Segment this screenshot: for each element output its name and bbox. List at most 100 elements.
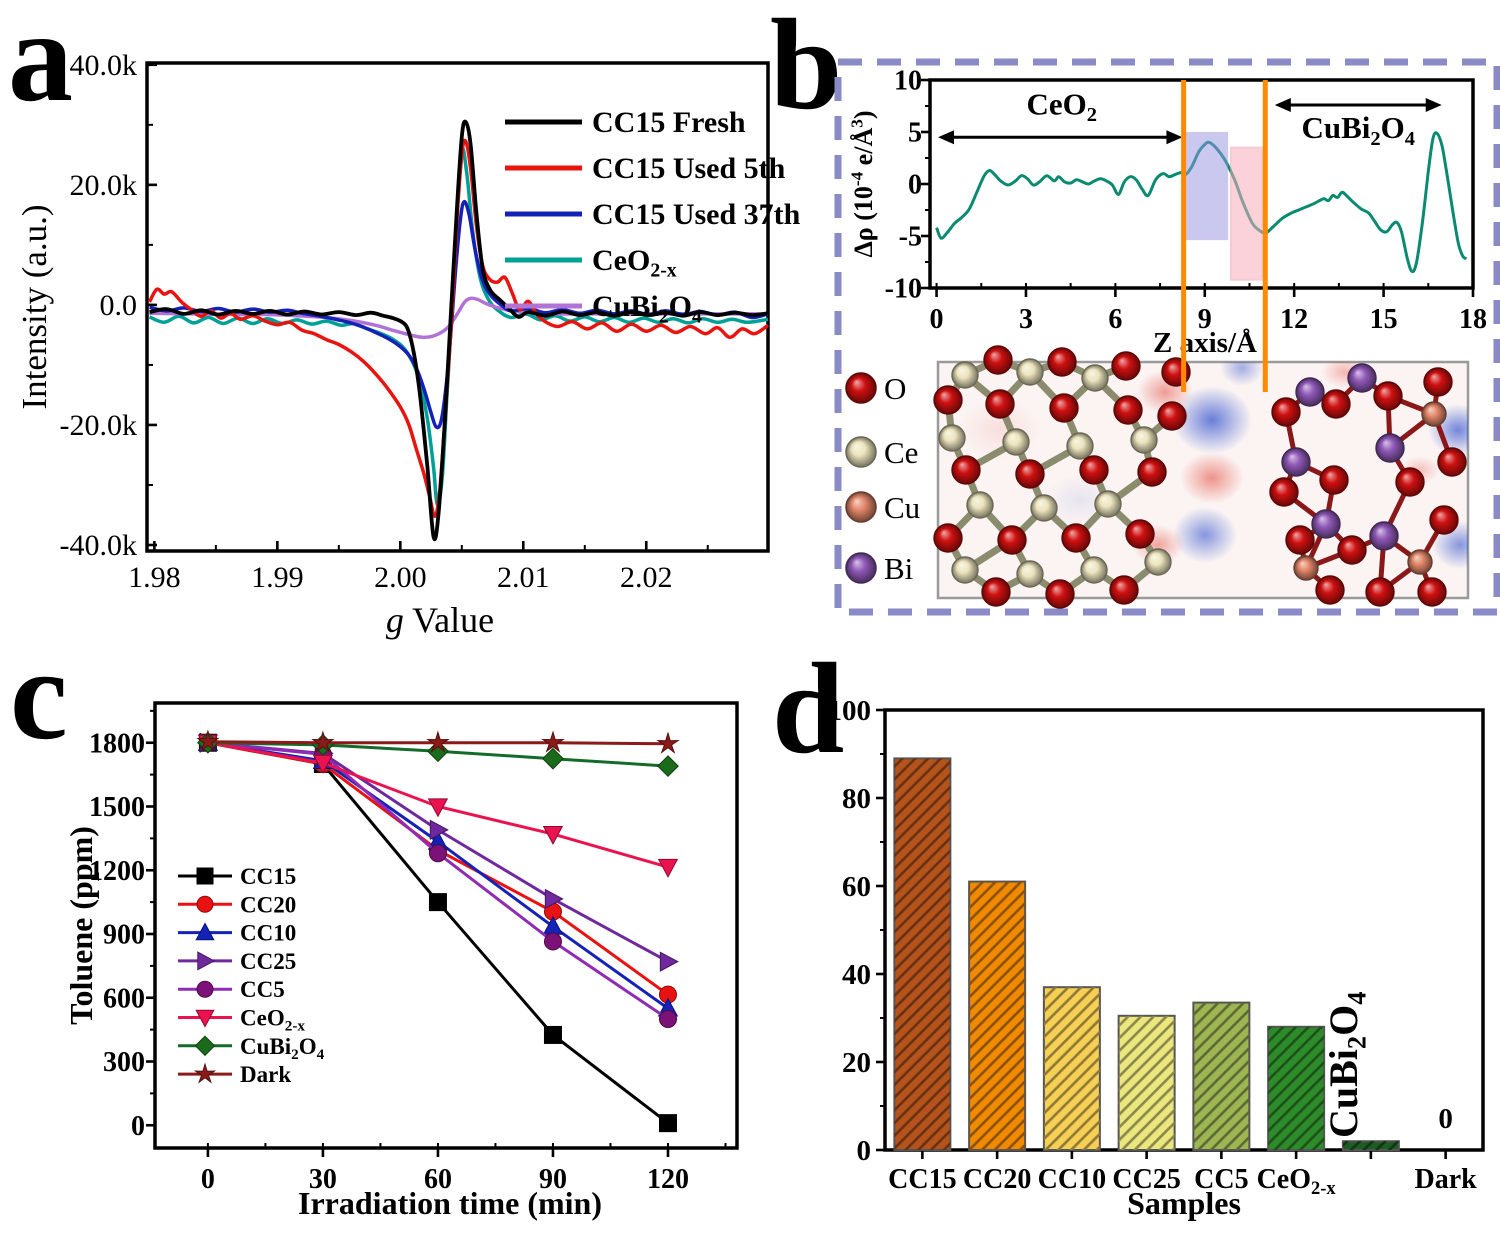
x-axis-title: Samples bbox=[1127, 1185, 1241, 1221]
legend-atom-bi-icon bbox=[845, 552, 877, 584]
atom-bi bbox=[1281, 447, 1311, 477]
shaded-region-0 bbox=[1185, 132, 1229, 241]
x-tick-label: 3 bbox=[1019, 304, 1033, 335]
y-axis-title: Toluene (ppm) bbox=[63, 826, 99, 1025]
x-tick-label: 2.01 bbox=[497, 561, 550, 594]
marker-dark bbox=[656, 731, 680, 754]
x-tick-label: 18 bbox=[1459, 304, 1487, 335]
marker-cc10 bbox=[542, 915, 564, 935]
legend-atom-label-cu: Cu bbox=[884, 490, 920, 525]
x-tick-label: 15 bbox=[1370, 304, 1398, 335]
atom-bi bbox=[1311, 509, 1341, 539]
atom-o bbox=[1395, 467, 1425, 497]
panel-c-degradation-curves: 0 30 60 90 1200300600900120015001800Irradiat… bbox=[63, 701, 739, 1221]
x-tick-label-cc10: CC10 bbox=[1038, 1164, 1106, 1195]
atom-o bbox=[1373, 381, 1403, 411]
atom-ce bbox=[1094, 490, 1122, 518]
y-tick-label: 0.0 bbox=[100, 289, 138, 322]
x-tick-label: 1.99 bbox=[251, 561, 304, 594]
legend-atom-label-ce: Ce bbox=[884, 435, 918, 470]
legend: CC15 Fresh CC15 Used 5th CC15 Used 37th CeO… bbox=[505, 106, 801, 328]
legend-label-cc20: CC20 bbox=[240, 892, 296, 917]
y-tick-label: 40.0k bbox=[70, 49, 138, 82]
density-blob-blue bbox=[1172, 386, 1252, 454]
x-tick-label: 2.02 bbox=[620, 561, 673, 594]
x-tick-label-dark: Dark bbox=[1415, 1164, 1478, 1195]
x-tick-label-ceo-2-x: CeO2-x bbox=[1257, 1164, 1337, 1199]
x-tick-label: 9 bbox=[1198, 304, 1212, 335]
legend-label-cc5: CC5 bbox=[240, 977, 285, 1002]
atom-ce bbox=[1144, 548, 1172, 576]
x-tick-label: 0 bbox=[930, 304, 944, 335]
marker-dark bbox=[426, 730, 450, 753]
region-label-0: CeO2 bbox=[1026, 86, 1097, 126]
marker-cubi-2-o-4 bbox=[542, 747, 564, 770]
atom-ce bbox=[1002, 428, 1030, 456]
x-tick-label: 6 bbox=[1108, 304, 1122, 335]
atom-ce bbox=[938, 424, 966, 452]
atom-ce bbox=[1130, 426, 1158, 454]
marker-dark bbox=[196, 729, 220, 752]
atom-o bbox=[985, 389, 1015, 419]
atom-o bbox=[983, 345, 1013, 375]
marker-cc25 bbox=[544, 888, 564, 910]
y-tick-label: 1800 bbox=[89, 728, 145, 759]
atom-ce bbox=[951, 556, 979, 584]
atom-o bbox=[1423, 367, 1453, 397]
x-tick-label: 12 bbox=[1280, 304, 1308, 335]
atom-bi bbox=[1375, 433, 1405, 463]
density-blob-red bbox=[1180, 452, 1244, 504]
legend-label-cc15-used-37th: CC15 Used 37th bbox=[592, 198, 801, 231]
atom-o bbox=[1417, 577, 1447, 607]
atom-o bbox=[1113, 395, 1143, 425]
legend-label-dark: Dark bbox=[240, 1062, 291, 1087]
density-blob-blue bbox=[1173, 507, 1237, 563]
y-axis-title: Intensity (a.u.) bbox=[15, 204, 54, 409]
marker-cubi-2-o-4 bbox=[657, 755, 679, 778]
arrow-head-right-icon bbox=[1166, 130, 1183, 145]
bar-hatch-cc15 bbox=[894, 758, 951, 1150]
atom-ce bbox=[1081, 364, 1109, 392]
atom-o bbox=[951, 455, 981, 485]
atom-ce bbox=[1016, 358, 1044, 386]
legend-label-ceo-2-x: CeO2-x bbox=[240, 1006, 305, 1035]
marker-cc5 bbox=[658, 1010, 677, 1029]
atom-o bbox=[1315, 575, 1345, 605]
density-blob-blue bbox=[1220, 362, 1264, 386]
legend-label-cc15-fresh: CC15 Fresh bbox=[592, 106, 746, 139]
atom-o bbox=[1137, 457, 1167, 487]
bar-hatch-ceo-2-x bbox=[1268, 1026, 1325, 1150]
x-tick-label-cc15: CC15 bbox=[888, 1164, 956, 1195]
x-tick-label: 2.00 bbox=[374, 561, 427, 594]
region-label-1: CuBi2O4 bbox=[1301, 110, 1415, 150]
range-arrow-0 bbox=[938, 130, 1183, 145]
y-tick-label: 10 bbox=[894, 66, 922, 97]
x-tick-label: 1.98 bbox=[128, 561, 181, 594]
axes-frame bbox=[145, 61, 770, 553]
atom-bi bbox=[1347, 363, 1377, 393]
y-tick-label: 0 bbox=[857, 1135, 872, 1167]
panel-letter-a: a bbox=[8, 0, 73, 129]
legend-label-cubi-2-o-4: CuBi2O4 bbox=[592, 290, 702, 328]
atom-cu bbox=[1293, 555, 1319, 581]
legend-label-cc25: CC25 bbox=[240, 949, 296, 974]
atom-ce bbox=[951, 361, 979, 389]
legend-marker-ceo-2-x bbox=[195, 1009, 215, 1028]
x-tick-label: 30 bbox=[309, 1164, 337, 1195]
y-tick-label: 0 bbox=[908, 170, 922, 201]
y-tick-label: 60 bbox=[842, 871, 871, 903]
shaded-region-1 bbox=[1230, 146, 1263, 281]
y-tick-label: 100 bbox=[828, 695, 872, 727]
atom-o bbox=[1437, 447, 1467, 477]
y-tick-label: 600 bbox=[103, 983, 145, 1014]
x-axis-title: Z axis/Å bbox=[1153, 327, 1257, 359]
atom-o bbox=[1109, 575, 1139, 605]
atom-ce bbox=[1080, 556, 1108, 584]
bar-hatch-cc10 bbox=[1043, 987, 1100, 1150]
y-tick-label: 5 bbox=[908, 118, 922, 149]
atom-bi bbox=[1295, 377, 1325, 407]
atom-o bbox=[1125, 519, 1155, 549]
marker-cc15 bbox=[428, 893, 447, 912]
legend-atom-o-icon bbox=[845, 372, 877, 404]
